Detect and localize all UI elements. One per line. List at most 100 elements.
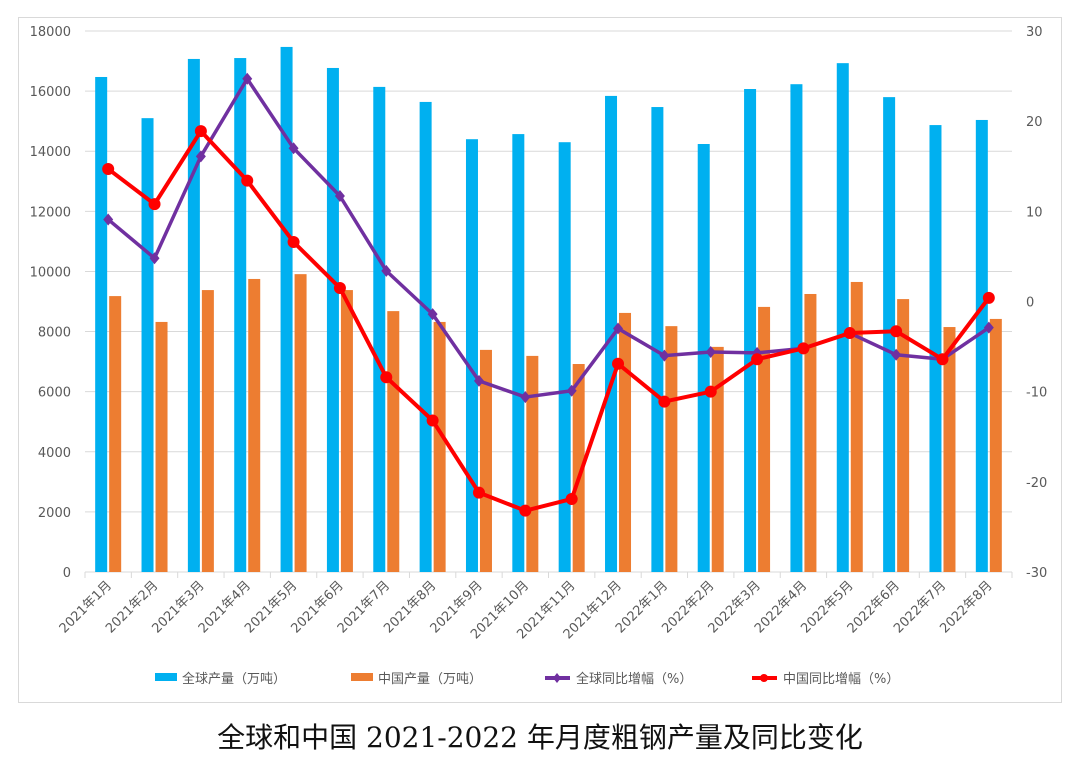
point-global-yoy: [566, 384, 577, 397]
bar-global-production: [373, 86, 386, 573]
point-china-yoy: [102, 162, 115, 175]
point-china-yoy: [797, 342, 810, 355]
legend-marker: [760, 674, 768, 682]
y-right-tick-label: 30: [1026, 25, 1043, 40]
y-left-tick-label: 4000: [38, 446, 71, 461]
point-china-yoy: [380, 371, 393, 384]
bar-global-production: [280, 46, 293, 572]
bar-china-production: [619, 312, 632, 572]
y-right-tick-label: 0: [1026, 296, 1034, 311]
y-left-tick-label: 14000: [30, 145, 71, 160]
y-right-tick-label: -20: [1026, 476, 1047, 491]
point-china-yoy: [194, 125, 207, 138]
chart-frame: [18, 17, 1062, 703]
point-global-yoy: [473, 374, 484, 387]
point-china-yoy: [658, 395, 671, 408]
point-china-yoy: [287, 235, 300, 248]
bar-china-production: [943, 327, 956, 572]
y-right-tick-label: 20: [1026, 115, 1043, 130]
bar-china-production: [109, 296, 122, 572]
bar-global-production: [141, 118, 154, 573]
bar-china-production: [155, 321, 168, 572]
bar-global-production: [512, 134, 525, 572]
bar-global-production: [465, 139, 478, 572]
point-china-yoy: [426, 414, 439, 427]
legend-label: 中国产量（万吨）: [378, 672, 482, 687]
bar-global-production: [836, 63, 849, 572]
bar-china-production: [711, 346, 724, 572]
bar-global-production: [605, 95, 618, 573]
bar-global-production: [744, 89, 757, 572]
point-china-yoy: [612, 357, 625, 370]
bar-china-production: [433, 321, 446, 572]
bar-china-production: [897, 299, 910, 572]
bar-global-production: [558, 142, 571, 572]
bar-global-production: [975, 119, 988, 572]
point-global-yoy: [334, 190, 345, 203]
bar-global-production: [326, 67, 339, 573]
bar-china-production: [804, 293, 817, 572]
bar-global-production: [790, 84, 803, 572]
y-left-tick-label: 6000: [38, 386, 71, 401]
legend-swatch: [351, 673, 373, 681]
legend-label: 中国同比增幅（%）: [783, 672, 899, 687]
figure-caption: 全球和中国 2021-2022 年月度粗钢产量及同比变化: [217, 721, 863, 754]
bar-china-production: [201, 290, 214, 572]
line-china-yoy: [106, 129, 991, 513]
y-left-tick-label: 8000: [38, 326, 71, 341]
point-china-yoy: [890, 325, 903, 338]
combo-chart: 0 2000 4000 6000 8000 10000 12000 14000 16000 180…: [30, 25, 1048, 687]
bar-global-production: [929, 125, 942, 573]
bar-global-production: [651, 107, 664, 572]
point-china-yoy: [936, 353, 949, 366]
point-global-yoy: [381, 264, 392, 277]
point-china-yoy: [565, 492, 578, 505]
legend-label: 全球产量（万吨）: [182, 671, 286, 687]
point-global-yoy: [427, 308, 438, 321]
bar-china-production: [850, 281, 863, 572]
y-left-tick-label: 2000: [38, 506, 71, 521]
point-global-yoy: [520, 391, 531, 404]
bar-china-production: [989, 318, 1002, 572]
point-global-yoy: [242, 72, 253, 85]
point-china-yoy: [148, 198, 161, 211]
point-global-yoy: [705, 345, 716, 358]
legend-marker: [553, 673, 561, 683]
y-left-tick-label: 10000: [30, 265, 71, 280]
bar-china-production: [665, 326, 678, 572]
y-left-tick-label: 12000: [30, 205, 71, 220]
bar-global-production: [697, 144, 710, 572]
bar-global-production: [234, 58, 247, 573]
bar-china-production: [526, 355, 539, 572]
point-china-yoy: [704, 385, 717, 398]
point-global-yoy: [983, 321, 994, 334]
y-right-tick-label: -30: [1026, 566, 1047, 581]
bar-china-production: [248, 278, 261, 572]
point-global-yoy: [195, 150, 206, 163]
point-china-yoy: [751, 353, 764, 366]
legend-swatch: [155, 673, 177, 681]
point-china-yoy: [241, 174, 254, 187]
point-global-yoy: [149, 252, 160, 265]
bar-china-production: [387, 311, 400, 572]
point-china-yoy: [843, 327, 856, 340]
point-global-yoy: [288, 142, 299, 155]
point-china-yoy: [519, 504, 532, 517]
point-china-yoy: [472, 486, 485, 499]
y-right-tick-label: 10: [1026, 205, 1043, 220]
bar-global-production: [95, 76, 108, 573]
point-china-yoy: [982, 291, 995, 304]
bar-china-production: [572, 364, 585, 572]
bar-global-production: [883, 97, 896, 572]
bar-china-production: [479, 349, 492, 572]
bar-global-production: [419, 101, 432, 572]
point-global-yoy: [659, 349, 670, 362]
bar-global-production: [187, 58, 200, 573]
y-left-tick-label: 0: [63, 566, 71, 581]
y-left-tick-label: 16000: [30, 85, 71, 100]
bar-china-production: [294, 274, 307, 572]
legend-label: 全球同比增幅（%）: [576, 671, 692, 687]
y-right-tick-label: -10: [1026, 386, 1047, 401]
bar-china-production: [340, 290, 353, 572]
bar-china-production: [758, 306, 771, 572]
